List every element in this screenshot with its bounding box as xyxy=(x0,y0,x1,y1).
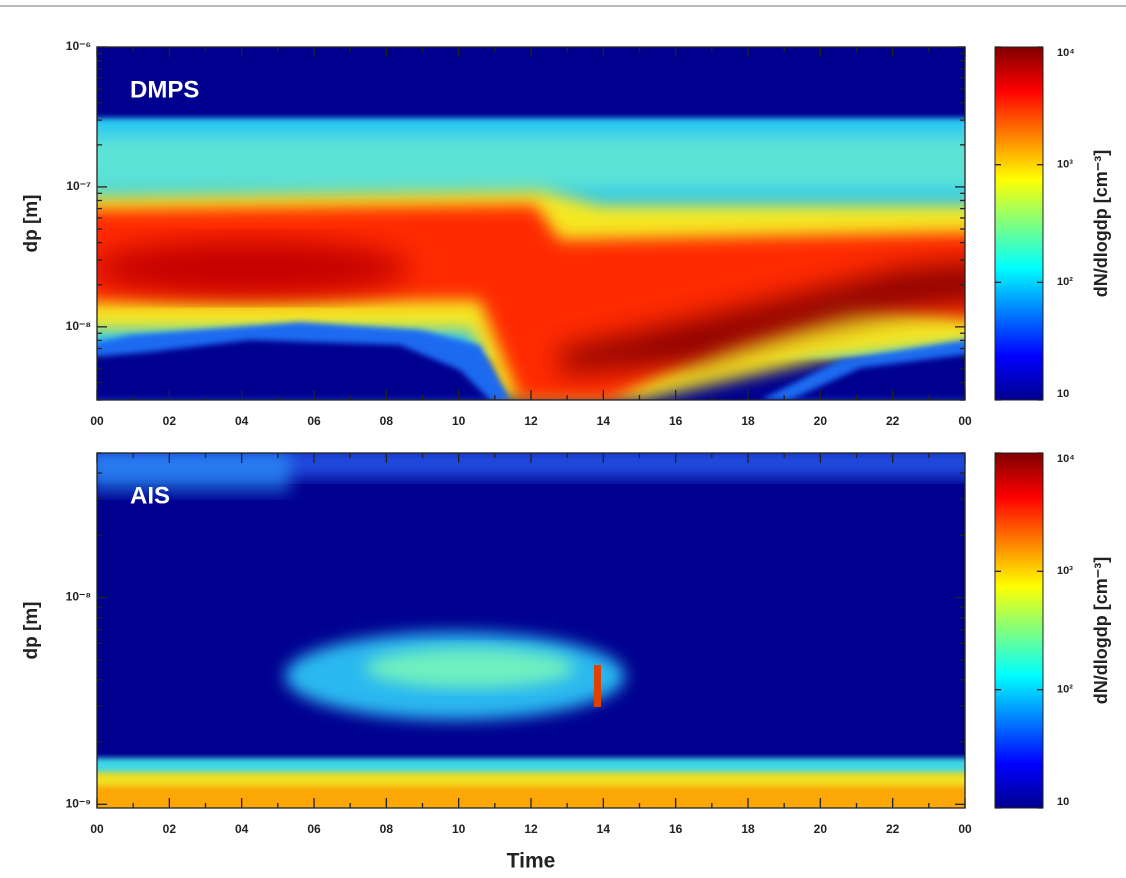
y-axis-label: dp [m] xyxy=(21,194,42,252)
x-tick-label: 08 xyxy=(380,822,394,836)
colorbar-tick-label: 10³ xyxy=(1057,159,1073,171)
y-axis-label: dp [m] xyxy=(21,601,42,659)
x-tick-label: 00 xyxy=(958,822,972,836)
heatmap-field xyxy=(97,453,965,808)
colorbar xyxy=(994,46,1044,401)
colorbar-tick-label: 10⁴ xyxy=(1057,453,1075,465)
y-tick-label: 10⁻⁷ xyxy=(66,179,91,193)
x-tick-label: 06 xyxy=(307,822,321,836)
y-tick-label: 10⁻⁹ xyxy=(66,797,91,811)
x-tick-label: 00 xyxy=(90,822,104,836)
x-tick-label: 02 xyxy=(163,414,177,428)
x-tick-label: 10 xyxy=(452,822,466,836)
colorbar-label: dN/dlogdp [cm⁻³] xyxy=(1091,150,1111,297)
x-tick-label: 06 xyxy=(307,414,321,428)
x-tick-label: 04 xyxy=(235,822,249,836)
colorbar xyxy=(994,452,1044,809)
colorbar-tick-label: 10² xyxy=(1057,684,1073,696)
x-tick-label: 12 xyxy=(524,822,538,836)
x-tick-label: 12 xyxy=(524,414,538,428)
x-tick-label: 18 xyxy=(741,414,755,428)
y-tick-label: 10⁻⁸ xyxy=(66,319,91,333)
colorbar-tick-label: 10² xyxy=(1057,276,1073,288)
panel-title: DMPS xyxy=(130,76,199,103)
x-axis-label: Time xyxy=(507,850,556,873)
panel-title: AIS xyxy=(130,482,170,509)
x-tick-label: 16 xyxy=(669,822,683,836)
x-tick-label: 18 xyxy=(741,822,755,836)
x-tick-label: 04 xyxy=(235,414,249,428)
colorbar-tick-label: 10⁴ xyxy=(1057,47,1075,59)
y-tick-label: 10⁻⁶ xyxy=(66,39,91,53)
colorbar-tick-label: 10 xyxy=(1057,796,1069,808)
x-tick-label: 00 xyxy=(90,414,104,428)
x-tick-label: 20 xyxy=(814,822,828,836)
x-tick-label: 10 xyxy=(452,414,466,428)
heatmap-field xyxy=(97,47,965,400)
x-tick-label: 02 xyxy=(163,822,177,836)
x-tick-label: 14 xyxy=(597,822,611,836)
colorbar-tick-label: 10³ xyxy=(1057,565,1073,577)
x-tick-label: 08 xyxy=(380,414,394,428)
x-tick-label: 14 xyxy=(597,414,611,428)
x-tick-label: 20 xyxy=(814,414,828,428)
colorbar-tick-label: 10 xyxy=(1057,388,1069,400)
colorbar-label: dN/dlogdp [cm⁻³] xyxy=(1091,557,1111,704)
x-tick-label: 22 xyxy=(886,822,900,836)
x-tick-label: 22 xyxy=(886,414,900,428)
y-tick-label: 10⁻⁸ xyxy=(66,590,91,604)
x-tick-label: 16 xyxy=(669,414,683,428)
x-tick-label: 00 xyxy=(958,414,972,428)
